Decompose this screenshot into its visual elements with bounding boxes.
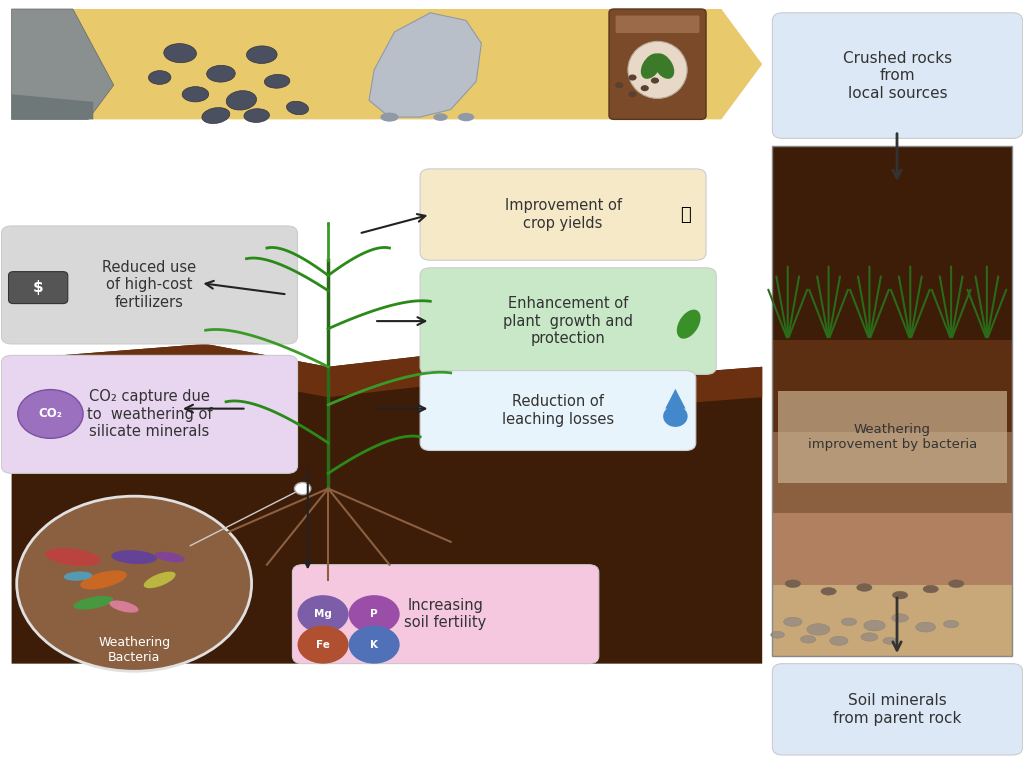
FancyBboxPatch shape xyxy=(8,272,68,303)
Ellipse shape xyxy=(628,41,687,99)
FancyBboxPatch shape xyxy=(420,169,706,261)
Text: Improvement of
crop yields: Improvement of crop yields xyxy=(505,199,622,231)
Text: P: P xyxy=(371,609,378,619)
Circle shape xyxy=(651,77,659,83)
Text: Soil minerals
from parent rock: Soil minerals from parent rock xyxy=(834,693,962,726)
FancyBboxPatch shape xyxy=(772,513,1013,584)
Text: Reduced use
of high-cost
fertilizers: Reduced use of high-cost fertilizers xyxy=(102,260,197,310)
FancyBboxPatch shape xyxy=(772,664,1023,755)
Ellipse shape xyxy=(807,623,829,635)
Polygon shape xyxy=(11,9,762,119)
Ellipse shape xyxy=(148,70,171,85)
FancyBboxPatch shape xyxy=(772,584,1013,656)
Polygon shape xyxy=(11,9,114,119)
FancyBboxPatch shape xyxy=(1,355,298,474)
Text: K: K xyxy=(370,639,378,649)
Ellipse shape xyxy=(948,580,964,588)
Ellipse shape xyxy=(244,108,269,123)
Ellipse shape xyxy=(110,601,138,613)
Ellipse shape xyxy=(380,112,398,121)
Ellipse shape xyxy=(226,91,256,110)
Text: Fe: Fe xyxy=(316,639,330,649)
Text: Weathering
improvement by bacteria: Weathering improvement by bacteria xyxy=(808,422,977,451)
Polygon shape xyxy=(666,389,686,409)
Circle shape xyxy=(615,82,624,88)
Ellipse shape xyxy=(265,74,290,89)
Ellipse shape xyxy=(923,585,938,593)
FancyBboxPatch shape xyxy=(772,340,1013,432)
Circle shape xyxy=(295,483,311,494)
FancyBboxPatch shape xyxy=(772,146,1013,340)
Text: Increasing
soil fertility: Increasing soil fertility xyxy=(404,598,486,630)
Text: Enhancement of
plant  growth and
protection: Enhancement of plant growth and protecti… xyxy=(503,296,633,346)
Ellipse shape xyxy=(783,617,802,626)
Ellipse shape xyxy=(915,622,936,632)
Ellipse shape xyxy=(247,46,276,63)
Ellipse shape xyxy=(864,620,886,631)
FancyBboxPatch shape xyxy=(420,268,716,374)
Text: CO₂ capture due
to  weathering of
silicate minerals: CO₂ capture due to weathering of silicat… xyxy=(87,390,212,439)
Ellipse shape xyxy=(458,113,474,121)
Polygon shape xyxy=(11,344,762,413)
Ellipse shape xyxy=(74,596,113,610)
Ellipse shape xyxy=(664,406,688,427)
FancyBboxPatch shape xyxy=(777,391,1008,483)
Ellipse shape xyxy=(63,571,92,581)
Circle shape xyxy=(348,626,399,664)
Ellipse shape xyxy=(112,550,157,564)
Ellipse shape xyxy=(641,53,662,79)
Text: CO₂: CO₂ xyxy=(39,407,62,420)
Ellipse shape xyxy=(207,65,236,82)
Ellipse shape xyxy=(785,580,801,588)
FancyBboxPatch shape xyxy=(293,565,599,664)
Circle shape xyxy=(17,390,83,439)
Ellipse shape xyxy=(857,584,872,591)
Ellipse shape xyxy=(16,496,252,672)
Ellipse shape xyxy=(433,113,447,121)
Ellipse shape xyxy=(771,631,784,638)
Polygon shape xyxy=(11,94,93,119)
Circle shape xyxy=(298,595,348,633)
Text: 🌾: 🌾 xyxy=(680,206,691,224)
Circle shape xyxy=(641,85,649,91)
Text: Reduction of
leaching losses: Reduction of leaching losses xyxy=(502,394,614,427)
Ellipse shape xyxy=(842,618,857,626)
Ellipse shape xyxy=(202,108,230,123)
Ellipse shape xyxy=(821,588,837,595)
Ellipse shape xyxy=(861,633,878,641)
Ellipse shape xyxy=(677,309,700,338)
Circle shape xyxy=(298,626,348,664)
Ellipse shape xyxy=(143,571,176,588)
Circle shape xyxy=(348,595,399,633)
Ellipse shape xyxy=(164,44,197,63)
Polygon shape xyxy=(11,344,762,664)
FancyBboxPatch shape xyxy=(772,432,1013,513)
FancyBboxPatch shape xyxy=(772,13,1023,138)
FancyBboxPatch shape xyxy=(615,15,700,34)
Ellipse shape xyxy=(155,552,184,562)
Ellipse shape xyxy=(943,620,958,628)
Ellipse shape xyxy=(80,571,127,589)
FancyBboxPatch shape xyxy=(609,9,706,119)
Ellipse shape xyxy=(801,636,816,643)
Circle shape xyxy=(629,74,637,80)
Text: $: $ xyxy=(33,280,43,295)
Ellipse shape xyxy=(892,613,908,622)
Ellipse shape xyxy=(892,591,907,599)
Text: Crushed rocks
from
local sources: Crushed rocks from local sources xyxy=(843,50,952,101)
Ellipse shape xyxy=(883,637,897,644)
Ellipse shape xyxy=(45,548,100,566)
Circle shape xyxy=(629,91,637,97)
Text: Weathering
Bacteria: Weathering Bacteria xyxy=(98,636,170,664)
Ellipse shape xyxy=(829,636,848,646)
Polygon shape xyxy=(369,13,481,117)
Ellipse shape xyxy=(287,102,309,115)
FancyBboxPatch shape xyxy=(420,371,696,451)
Ellipse shape xyxy=(182,86,209,102)
Ellipse shape xyxy=(653,53,674,79)
FancyBboxPatch shape xyxy=(1,226,298,344)
Text: Mg: Mg xyxy=(314,609,332,619)
